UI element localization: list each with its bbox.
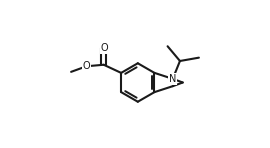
Text: N: N <box>169 74 176 84</box>
Text: O: O <box>101 43 108 53</box>
Text: O: O <box>83 61 90 71</box>
